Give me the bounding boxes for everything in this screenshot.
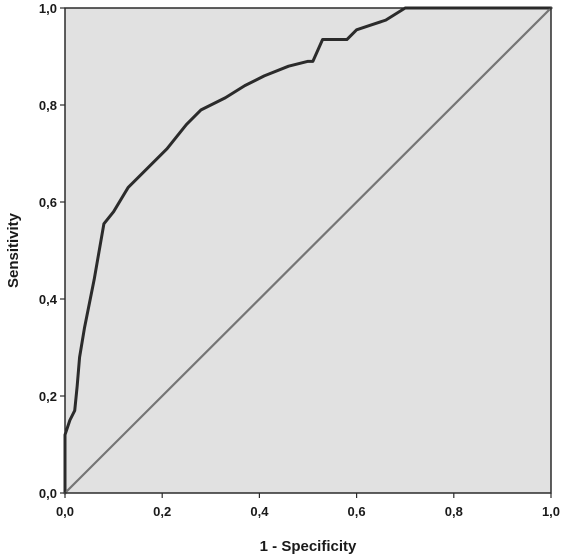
roc-curve xyxy=(63,6,553,495)
y-tick-label: 0,6 xyxy=(39,195,57,210)
y-tick-label: 0,8 xyxy=(39,98,57,113)
y-tick-label: 1,0 xyxy=(39,1,57,16)
x-axis-title: 1 - Specificity xyxy=(260,538,357,555)
y-tick-label: 0,0 xyxy=(39,486,57,501)
axis-ticks: 0,0 0,2 0,4 0,6 0,8 1,0 0,0 0,2 0,4 0,6 0,8 1,0 xyxy=(39,1,560,519)
y-axis-title: Sensitivity xyxy=(5,212,22,288)
series-layer xyxy=(63,6,553,495)
x-tick-label: 0,2 xyxy=(153,504,171,519)
y-tick-label: 0,4 xyxy=(39,292,58,307)
plot-frame xyxy=(64,7,552,494)
x-tick-label: 0,8 xyxy=(445,504,463,519)
x-tick-label: 0,6 xyxy=(348,504,366,519)
reference-line xyxy=(63,6,553,495)
x-tick-label: 0,4 xyxy=(250,504,269,519)
x-tick-label: 1,0 xyxy=(542,504,560,519)
y-tick-label: 0,2 xyxy=(39,389,57,404)
x-tick-label: 0,0 xyxy=(56,504,74,519)
